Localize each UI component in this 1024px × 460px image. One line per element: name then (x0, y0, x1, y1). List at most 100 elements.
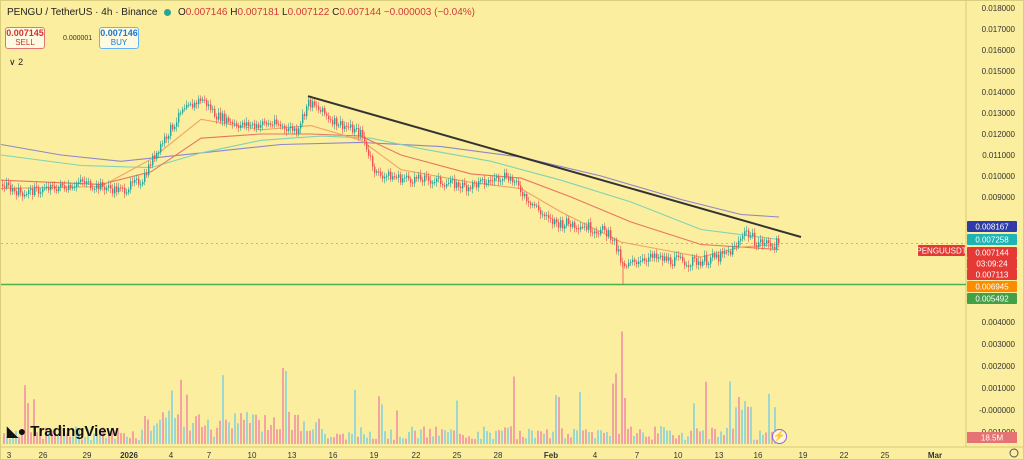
candle-body (668, 257, 670, 261)
candle-body (382, 175, 384, 179)
candle-body (604, 226, 606, 230)
volume-bar (474, 439, 476, 444)
price-tick-label: -0.000000 (979, 406, 1016, 415)
volume-bar (276, 429, 278, 444)
volume-bar (465, 437, 467, 444)
volume-bar (156, 423, 158, 444)
candle-body (438, 177, 440, 179)
candle-body (298, 128, 300, 134)
candle-body (158, 152, 160, 154)
candle-body (768, 240, 770, 244)
volume-bar (144, 415, 146, 444)
volume-bar (216, 427, 218, 444)
open-value: 0.007146 (185, 7, 228, 18)
high-value: 0.007181 (237, 7, 280, 18)
time-tick-label: Feb (544, 451, 558, 460)
volume-bar (567, 433, 569, 444)
candle-body (488, 180, 490, 184)
candle-body (316, 105, 318, 107)
volume-bar (351, 433, 353, 444)
time-tick-label: 4 (169, 451, 174, 460)
volume-bar (648, 436, 650, 444)
buy-button[interactable]: 0.007146 BUY (99, 27, 139, 49)
volume-bar (150, 430, 152, 444)
candle-body (736, 245, 738, 247)
volume-bar (165, 417, 167, 444)
candle-body (640, 260, 642, 262)
candle-body (364, 136, 366, 142)
volume-bar (249, 423, 251, 444)
candle-body (618, 249, 620, 252)
symbol-header: PENGU / TetherUS · 4h · Binance O0.00714… (7, 7, 475, 18)
candle-body (226, 117, 228, 124)
candle-body (2, 184, 4, 187)
candle-body (516, 180, 518, 182)
candle-body (466, 184, 468, 192)
volume-label-text: 18.5M (981, 434, 1004, 443)
volume-bar (588, 431, 590, 444)
candle-body (522, 192, 524, 197)
sell-price: 0.007145 (6, 28, 44, 38)
volume-bar (42, 438, 44, 444)
volume-bar (504, 427, 506, 444)
candle-body (750, 236, 752, 238)
candle-body (518, 180, 520, 186)
candle-body (72, 187, 74, 189)
volume-bar (279, 429, 281, 444)
candle-body (512, 177, 514, 183)
candle-body (216, 116, 218, 120)
candle-body (574, 222, 576, 229)
volume-label-box (967, 432, 1017, 443)
candle-body (280, 124, 282, 127)
lightning-icon[interactable]: ⚡ (772, 429, 787, 444)
candle-body (194, 102, 196, 108)
candle-body (478, 181, 480, 188)
volume-bar (168, 410, 170, 444)
candle-body (524, 194, 526, 197)
candle-body (444, 185, 446, 187)
volume-bar (57, 434, 59, 444)
candle-body (234, 123, 236, 125)
volume-bar (573, 428, 575, 444)
price-tick-label: 0.002000 (982, 362, 1016, 371)
volume-bar (447, 432, 449, 444)
candle-body (564, 225, 566, 229)
price-label-text: 0.006945 (975, 283, 1009, 292)
candle-body (554, 219, 556, 225)
candle-body (182, 109, 184, 113)
candle-body (122, 187, 124, 189)
volume-bar (60, 426, 62, 444)
volume-bar (78, 429, 80, 444)
volume-bar (546, 429, 548, 444)
volume-bar (177, 414, 179, 444)
candle-body (378, 171, 380, 173)
volume-bar (537, 430, 539, 444)
candle-body (626, 266, 628, 268)
candle-body (544, 214, 546, 217)
candle-body (434, 181, 436, 183)
candle-body (196, 102, 198, 105)
symbol-title[interactable]: PENGU / TetherUS · 4h · Binance (7, 7, 158, 18)
candle-body (698, 261, 700, 265)
volume-bar (735, 407, 737, 444)
volume-bar (615, 373, 617, 444)
volume-bar (18, 436, 20, 444)
candle-body (16, 191, 18, 196)
volume-bar (579, 392, 581, 444)
candle-body (164, 136, 166, 144)
sell-button[interactable]: 0.007145 SELL (5, 27, 45, 49)
candle-body (254, 123, 256, 128)
time-tick-label: 13 (715, 451, 724, 460)
candle-body (204, 99, 206, 101)
volume-bar (513, 376, 515, 444)
price-tick-label: 0.014000 (982, 88, 1016, 97)
tradingview-logo[interactable]: ◣● TradingView (7, 423, 118, 440)
volume-bar (486, 431, 488, 444)
indicators-toggle[interactable]: ∨ 2 (9, 57, 24, 67)
volume-bar (684, 439, 686, 444)
price-label-text: PENGUUSDT (916, 247, 966, 256)
candle-body (538, 205, 540, 211)
volume-bar (708, 439, 710, 444)
